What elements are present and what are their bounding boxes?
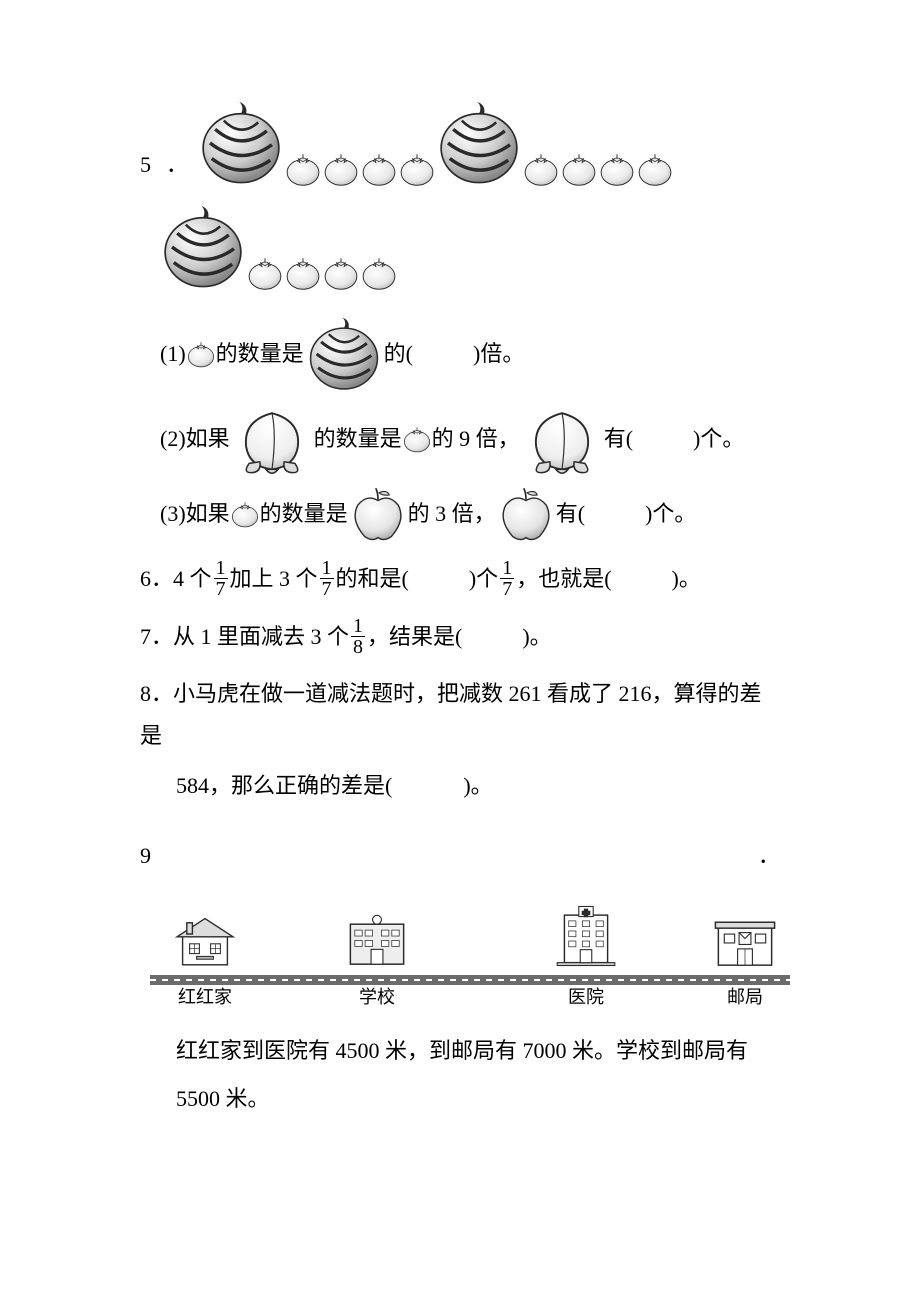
- tomato-icon: [322, 256, 360, 290]
- q8-line2b: )。: [463, 773, 492, 798]
- tomato-icon: [284, 256, 322, 290]
- q9-map: 红红家 学校 医院 邮局: [150, 897, 780, 1007]
- q7-text-a: 7．从 1 里面减去 3 个: [140, 616, 349, 658]
- q5-sub2: (2)如果 的数量是 的 9 倍， 有( )个。: [160, 404, 780, 474]
- map-label-school: 学校: [359, 987, 395, 1007]
- fraction-icon: 1 7: [320, 558, 334, 599]
- apple-icon: [350, 486, 406, 542]
- q9-text-line2: 5500 米。: [176, 1075, 780, 1123]
- peach-icon: [524, 404, 600, 474]
- fraction-icon: 1 7: [214, 558, 228, 599]
- q6-text-e: ，也就是(: [516, 558, 611, 600]
- tomato-icon: [398, 152, 436, 186]
- q5-sub2-text1: 的数量是: [314, 418, 402, 460]
- q5-sub3-text4: )个。: [645, 493, 696, 535]
- q5-sub2-text2: 的 9 倍，: [432, 418, 520, 460]
- q5-sub2-text3: 有(: [604, 418, 633, 460]
- watermelon-icon: [160, 204, 246, 290]
- map-diagram: 红红家 学校 医院 邮局: [150, 897, 790, 1007]
- worksheet-page: 5 ． (1) 的数量是 的( )倍。 (2)如果: [0, 0, 920, 1183]
- fraction-icon: 1 8: [351, 616, 365, 657]
- tomato-icon: [360, 152, 398, 186]
- q5-fruit-line-2: [160, 204, 398, 290]
- q9-text: 红红家到医院有 4500 米，到邮局有 7000 米。学校到邮局有 5500 米…: [176, 1027, 780, 1124]
- tomato-icon: [360, 256, 398, 290]
- tomato-icon: [636, 152, 674, 186]
- peach-icon: [234, 404, 310, 474]
- q5-sub1-text2: 的(: [384, 333, 413, 375]
- apple-icon: [498, 486, 554, 542]
- q5-sub1-text1: 的数量是: [216, 333, 304, 375]
- q6-text-d: )个: [469, 558, 498, 600]
- watermelon-icon: [198, 100, 284, 186]
- watermelon-icon: [436, 100, 522, 186]
- q6-text-a: 6．4 个: [140, 558, 212, 600]
- q6-text-c: 的和是(: [336, 558, 409, 600]
- q8-cont: 584，那么正确的差是( )。: [176, 765, 780, 807]
- watermelon-icon: [306, 316, 382, 392]
- fraction-icon: 1 7: [500, 558, 514, 599]
- q5-sub3-label: (3)如果: [160, 493, 230, 535]
- q8-line1: 8．小马虎在做一道减法题时，把减数 261 看成了 216，算得的差是: [140, 681, 762, 748]
- q5-dot: ．: [166, 144, 188, 186]
- q5-sub3: (3)如果 的数量是 的 3 倍， 有( )个。: [160, 486, 780, 542]
- q8-line2a: 584，那么正确的差是(: [176, 773, 392, 798]
- map-label-home: 红红家: [178, 987, 232, 1007]
- q5-sub1-label: (1): [160, 333, 186, 375]
- q9-text-line1: 红红家到医院有 4500 米，到邮局有 7000 米。学校到邮局有: [176, 1027, 780, 1075]
- tomato-icon: [522, 152, 560, 186]
- q9-header: 9 ．: [140, 835, 780, 877]
- tomato-icon: [402, 425, 432, 453]
- q5-sub1: (1) 的数量是 的( )倍。: [160, 316, 780, 392]
- q8: 8．小马虎在做一道减法题时，把减数 261 看成了 216，算得的差是: [140, 673, 780, 757]
- q5-sub3-text2: 的 3 倍，: [408, 493, 496, 535]
- q6-text-f: )。: [672, 558, 701, 600]
- q7-text-b: ，结果是(: [367, 616, 462, 658]
- map-label-hospital: 医院: [568, 987, 604, 1007]
- q5-sub3-text1: 的数量是: [260, 493, 348, 535]
- q7-text-c: )。: [522, 616, 551, 658]
- q5-sub2-label: (2)如果: [160, 418, 230, 460]
- q7: 7．从 1 里面减去 3 个 1 8 ，结果是( )。: [140, 616, 780, 658]
- tomato-icon: [284, 152, 322, 186]
- q5-row1: 5 ．: [140, 100, 780, 186]
- tomato-icon: [322, 152, 360, 186]
- q9-number: 9: [140, 835, 151, 877]
- tomato-icon: [230, 500, 260, 528]
- map-label-post: 邮局: [727, 987, 763, 1007]
- q9-dot: ．: [758, 835, 780, 877]
- tomato-icon: [598, 152, 636, 186]
- q5-sub1-text3: )倍。: [473, 333, 524, 375]
- q5-sub2-text4: )个。: [693, 418, 744, 460]
- q5-fruit-line-1: [198, 100, 674, 186]
- q6: 6．4 个 1 7 加上 3 个 1 7 的和是( )个 1 7 ，也就是( )…: [140, 558, 780, 600]
- tomato-icon: [560, 152, 598, 186]
- q6-text-b: 加上 3 个: [230, 558, 318, 600]
- tomato-icon: [246, 256, 284, 290]
- q5-sub3-text3: 有(: [556, 493, 585, 535]
- q5-number: 5: [140, 144, 166, 186]
- tomato-icon: [186, 340, 216, 368]
